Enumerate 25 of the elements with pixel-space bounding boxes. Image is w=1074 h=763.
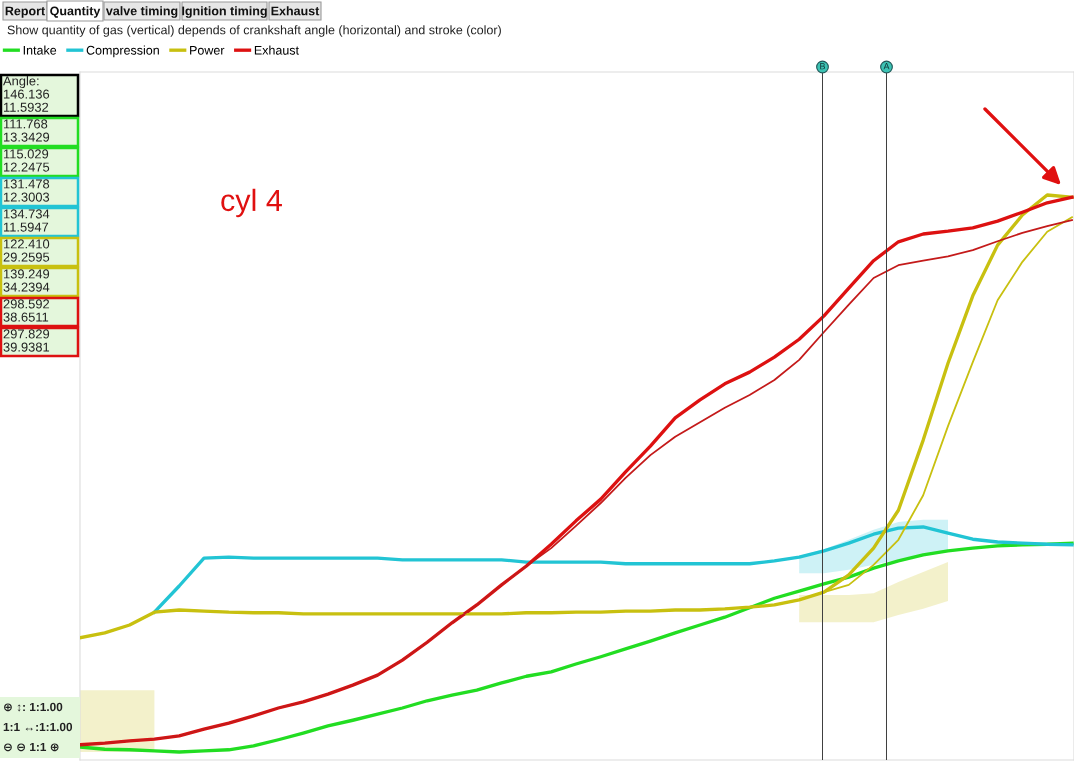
text: 298.592 38.6511 [3, 299, 50, 322]
legend-label: Compression [86, 45, 159, 58]
text: 115.029 12.2475 [3, 149, 50, 172]
legend-label: Intake [23, 45, 57, 55]
text: 131.478 12.3003 [3, 179, 50, 202]
text: 139.249 34.2394 [3, 269, 50, 292]
text: 111.768 13.3429 [3, 119, 50, 142]
text: 122.410 29.2595 [3, 239, 50, 262]
text: Quantity [50, 6, 101, 18]
chart-title: Show quantity of gas (vertical) depends of crankshaft angle (horizontal) and stroke (color) [7, 25, 501, 37]
text: 297.829 39.9381 [3, 329, 50, 352]
legend-label: Exhaust [254, 45, 299, 55]
text: Angle: 146.136 11.5932 [3, 76, 50, 112]
text: 134.734 11.5947 [3, 209, 50, 232]
legend-label: Power [190, 45, 225, 55]
text: Report [5, 6, 45, 18]
text: A [883, 63, 890, 70]
text: valve timing [105, 6, 178, 18]
annotation: cyl 4 [221, 188, 282, 218]
text: B [820, 63, 826, 70]
text: ⊕ ↕: 1:1.00 [4, 702, 63, 712]
text: ⊖ ⊖ 1:1 ⊕ [4, 742, 59, 752]
text: Ignition timing [182, 6, 267, 18]
annotation: 1:1 ↔:1:1.00 [3, 722, 73, 732]
text: Exhaust [271, 6, 320, 16]
